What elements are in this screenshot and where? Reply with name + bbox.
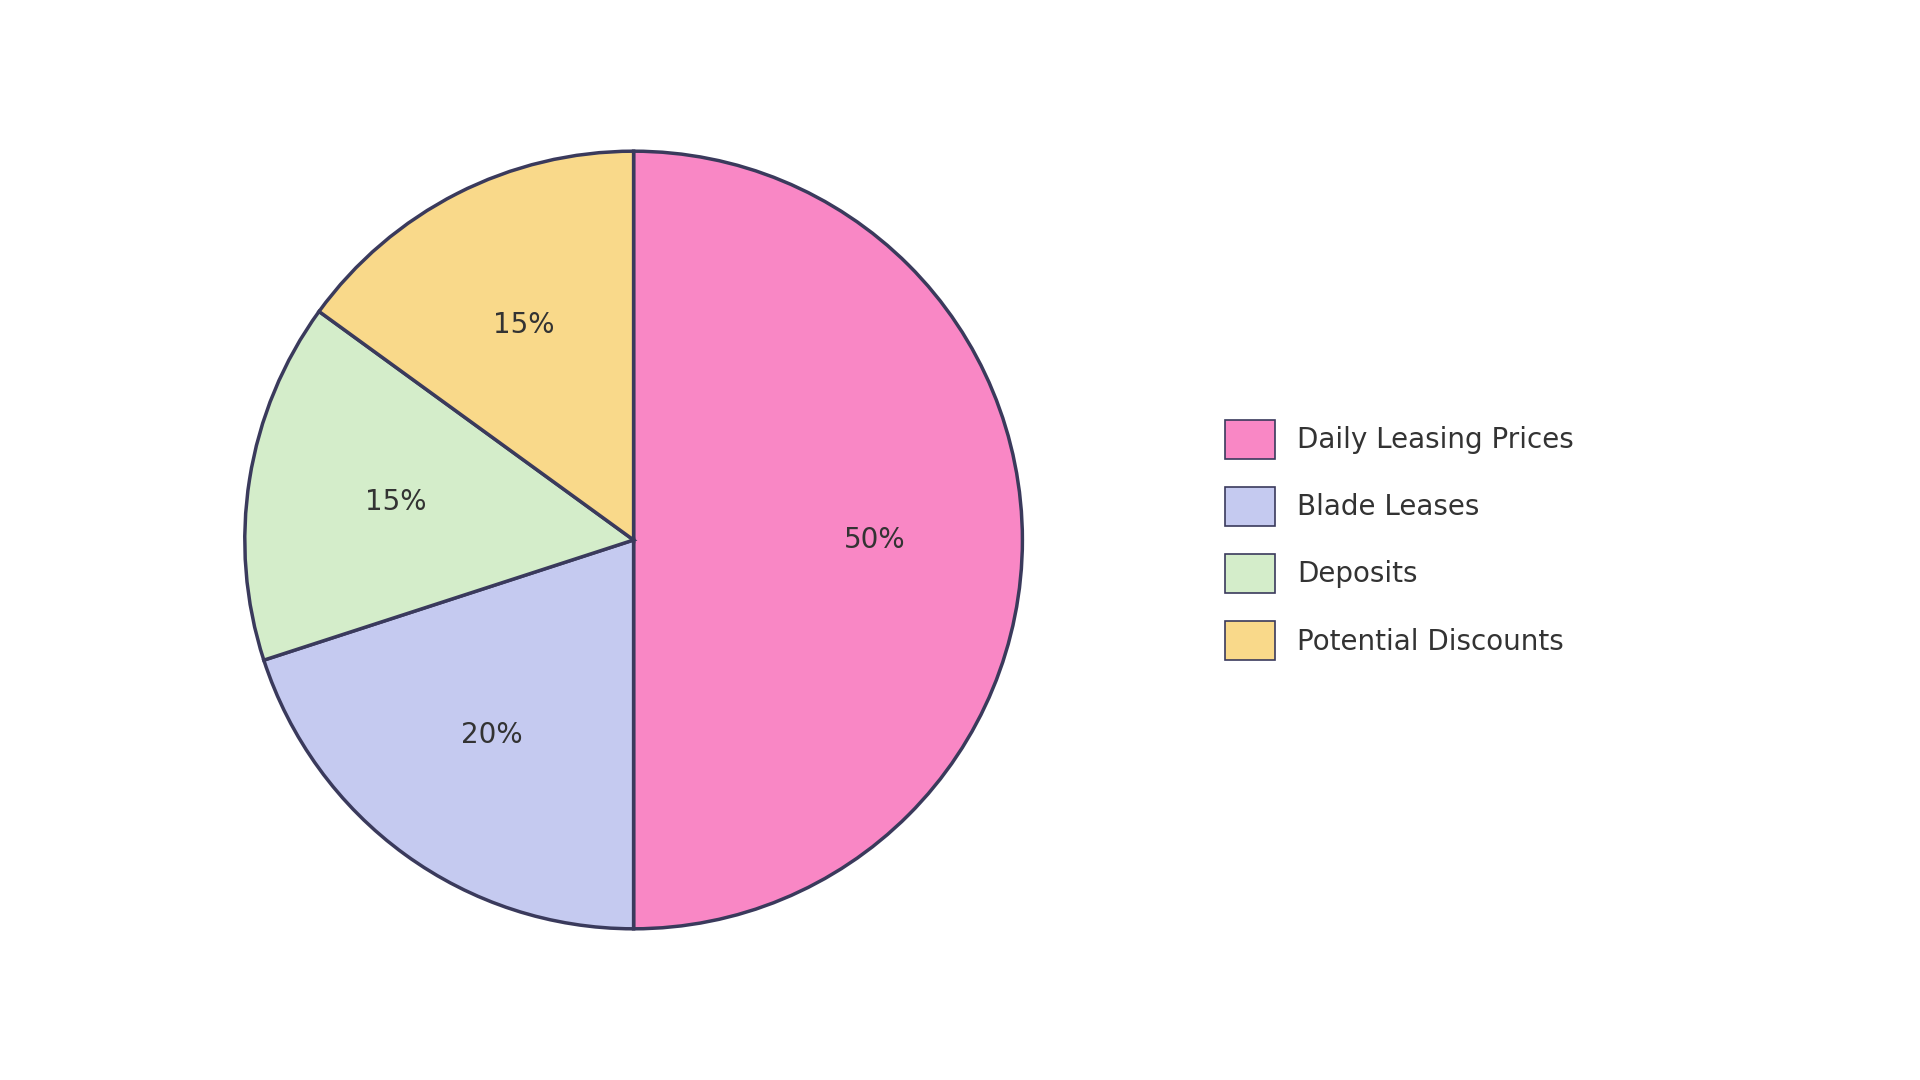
Text: 15%: 15%	[365, 488, 426, 516]
Text: 15%: 15%	[493, 311, 555, 339]
Text: 20%: 20%	[461, 721, 522, 750]
Legend: Daily Leasing Prices, Blade Leases, Deposits, Potential Discounts: Daily Leasing Prices, Blade Leases, Depo…	[1212, 406, 1588, 674]
Text: 50%: 50%	[845, 526, 906, 554]
Wedge shape	[319, 151, 634, 540]
Wedge shape	[263, 540, 634, 929]
Wedge shape	[246, 311, 634, 660]
Wedge shape	[634, 151, 1021, 929]
